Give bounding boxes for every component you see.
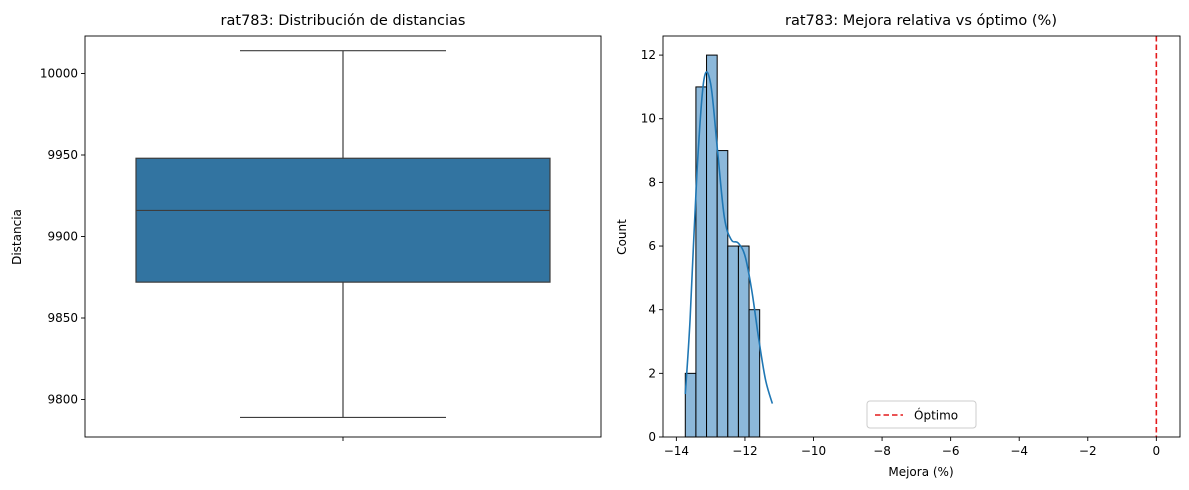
x-tick-label: −8 <box>873 444 891 458</box>
left-axes-frame <box>84 35 602 438</box>
histogram-bar <box>716 150 729 438</box>
iqr-box <box>135 157 551 283</box>
histogram-bar <box>695 86 708 438</box>
x-tick-label: −6 <box>942 444 960 458</box>
right-x-axis-label: Mejora (%) <box>888 465 953 479</box>
x-tick-label: −14 <box>664 444 689 458</box>
left-y-axis-label: Distancia <box>10 209 24 265</box>
y-tick-label: 9800 <box>47 393 78 407</box>
y-tick-label: 4 <box>648 303 656 317</box>
right-axes-frame <box>662 35 1181 438</box>
x-tick-label: −2 <box>1079 444 1097 458</box>
x-tick-label: −10 <box>801 444 826 458</box>
histogram-bar <box>684 372 697 438</box>
y-tick-label: 12 <box>641 48 656 62</box>
x-tick-label: 0 <box>1153 444 1161 458</box>
x-tick-label: −12 <box>732 444 757 458</box>
y-tick-label: 8 <box>648 175 656 189</box>
histogram-bar <box>706 54 718 438</box>
y-tick-label: 0 <box>648 430 656 444</box>
left-boxplot-panel: rat783: Distribución de distancias Dista… <box>10 13 602 441</box>
right-y-axis-label: Count <box>615 219 629 255</box>
x-tick-label: −4 <box>1010 444 1028 458</box>
y-tick-label: 10 <box>641 112 656 126</box>
left-chart-title: rat783: Distribución de distancias <box>221 13 466 29</box>
kde-curve <box>684 71 774 404</box>
y-tick-label: 2 <box>648 366 656 380</box>
histogram-bar <box>737 245 750 438</box>
y-tick-label: 9950 <box>47 148 78 162</box>
right-histogram-panel: rat783: Mejora relativa vs óptimo (%) Co… <box>615 13 1181 479</box>
histogram-bar <box>727 245 739 438</box>
legend: Óptimo <box>866 400 977 429</box>
y-tick-label: 10000 <box>40 66 78 80</box>
right-chart-title: rat783: Mejora relativa vs óptimo (%) <box>785 13 1057 29</box>
histogram-bar <box>748 309 761 438</box>
left-plot-area: 9800 9850 9900 9950 10000 <box>40 50 551 441</box>
right-plot-area: 0 2 4 6 8 10 12 −14 −12 −10 −8 −6 −4 −2 0 <box>641 36 1160 458</box>
legend-label: Óptimo <box>914 408 958 423</box>
y-tick-label: 9900 <box>47 230 78 244</box>
legend-box <box>866 400 977 429</box>
y-tick-label: 9850 <box>47 311 78 325</box>
y-tick-label: 6 <box>648 239 656 253</box>
